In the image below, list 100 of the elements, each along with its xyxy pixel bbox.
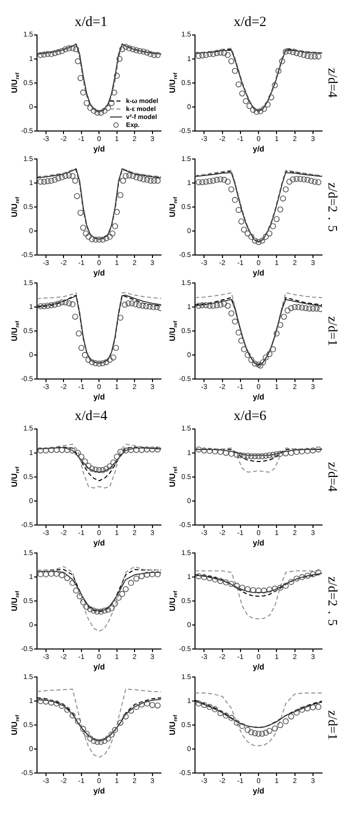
point <box>212 576 218 583</box>
point <box>228 714 234 721</box>
point <box>146 304 153 310</box>
point <box>140 176 146 182</box>
point <box>101 738 108 744</box>
point <box>272 725 278 732</box>
point <box>133 174 140 180</box>
point <box>119 590 126 597</box>
point <box>274 216 280 222</box>
point <box>224 178 231 185</box>
point <box>48 700 54 706</box>
x-axis-title: y/d <box>93 786 106 796</box>
point <box>140 48 146 55</box>
line-series <box>195 570 322 620</box>
x-axis-title: y/d <box>93 392 106 402</box>
point <box>254 108 260 115</box>
point <box>103 235 110 242</box>
point <box>292 304 298 310</box>
point <box>241 346 248 352</box>
point <box>244 352 251 358</box>
point <box>87 736 94 742</box>
point <box>201 574 208 580</box>
point <box>236 330 242 336</box>
point <box>210 51 216 58</box>
point <box>290 49 296 56</box>
point <box>196 302 202 309</box>
point <box>228 58 234 64</box>
point <box>228 186 234 192</box>
point <box>312 178 318 185</box>
point <box>277 322 284 328</box>
point <box>239 723 246 730</box>
point <box>317 306 322 312</box>
point <box>72 178 78 184</box>
point <box>315 53 322 60</box>
point <box>143 303 150 310</box>
point <box>89 466 96 472</box>
point <box>62 299 68 306</box>
point <box>256 239 262 246</box>
point <box>196 573 202 580</box>
point <box>54 446 60 453</box>
point <box>120 178 126 184</box>
point <box>66 300 72 306</box>
point <box>248 729 254 736</box>
point <box>70 45 76 52</box>
point <box>282 48 289 55</box>
point <box>294 448 300 455</box>
point <box>221 300 228 307</box>
point <box>94 738 100 745</box>
point <box>138 446 145 453</box>
point <box>128 446 134 453</box>
point <box>89 359 96 366</box>
point <box>154 304 160 310</box>
point <box>290 176 296 182</box>
point <box>299 448 306 454</box>
x-axis-title: y/d <box>252 144 264 154</box>
point <box>101 108 108 114</box>
point <box>154 178 161 184</box>
point <box>315 446 322 452</box>
point <box>212 706 218 712</box>
point <box>206 51 213 58</box>
point <box>217 448 224 455</box>
point <box>236 81 242 88</box>
point <box>214 302 220 308</box>
point <box>70 301 76 308</box>
point <box>314 306 320 312</box>
point <box>217 302 224 308</box>
point <box>64 575 70 582</box>
point <box>74 58 81 64</box>
point <box>217 50 224 56</box>
point <box>72 314 78 320</box>
point <box>315 704 322 710</box>
point <box>294 576 300 582</box>
point <box>87 104 94 111</box>
point <box>252 360 258 367</box>
point <box>237 452 244 458</box>
point <box>308 53 314 60</box>
point <box>286 178 292 185</box>
point <box>244 726 251 733</box>
point <box>149 446 156 452</box>
point <box>199 52 206 58</box>
point <box>221 176 228 183</box>
point <box>38 447 44 454</box>
point <box>76 593 83 600</box>
point <box>286 48 292 54</box>
point <box>94 608 100 615</box>
point <box>108 100 115 106</box>
point <box>136 48 143 54</box>
point <box>206 178 213 184</box>
point <box>250 106 256 113</box>
point <box>90 608 97 614</box>
point <box>210 302 216 309</box>
point <box>270 346 276 352</box>
point <box>282 718 289 724</box>
point <box>306 306 312 312</box>
point <box>206 575 213 582</box>
point <box>38 303 44 310</box>
point <box>154 571 161 578</box>
point <box>199 302 206 308</box>
point <box>54 570 60 577</box>
point <box>288 713 294 720</box>
